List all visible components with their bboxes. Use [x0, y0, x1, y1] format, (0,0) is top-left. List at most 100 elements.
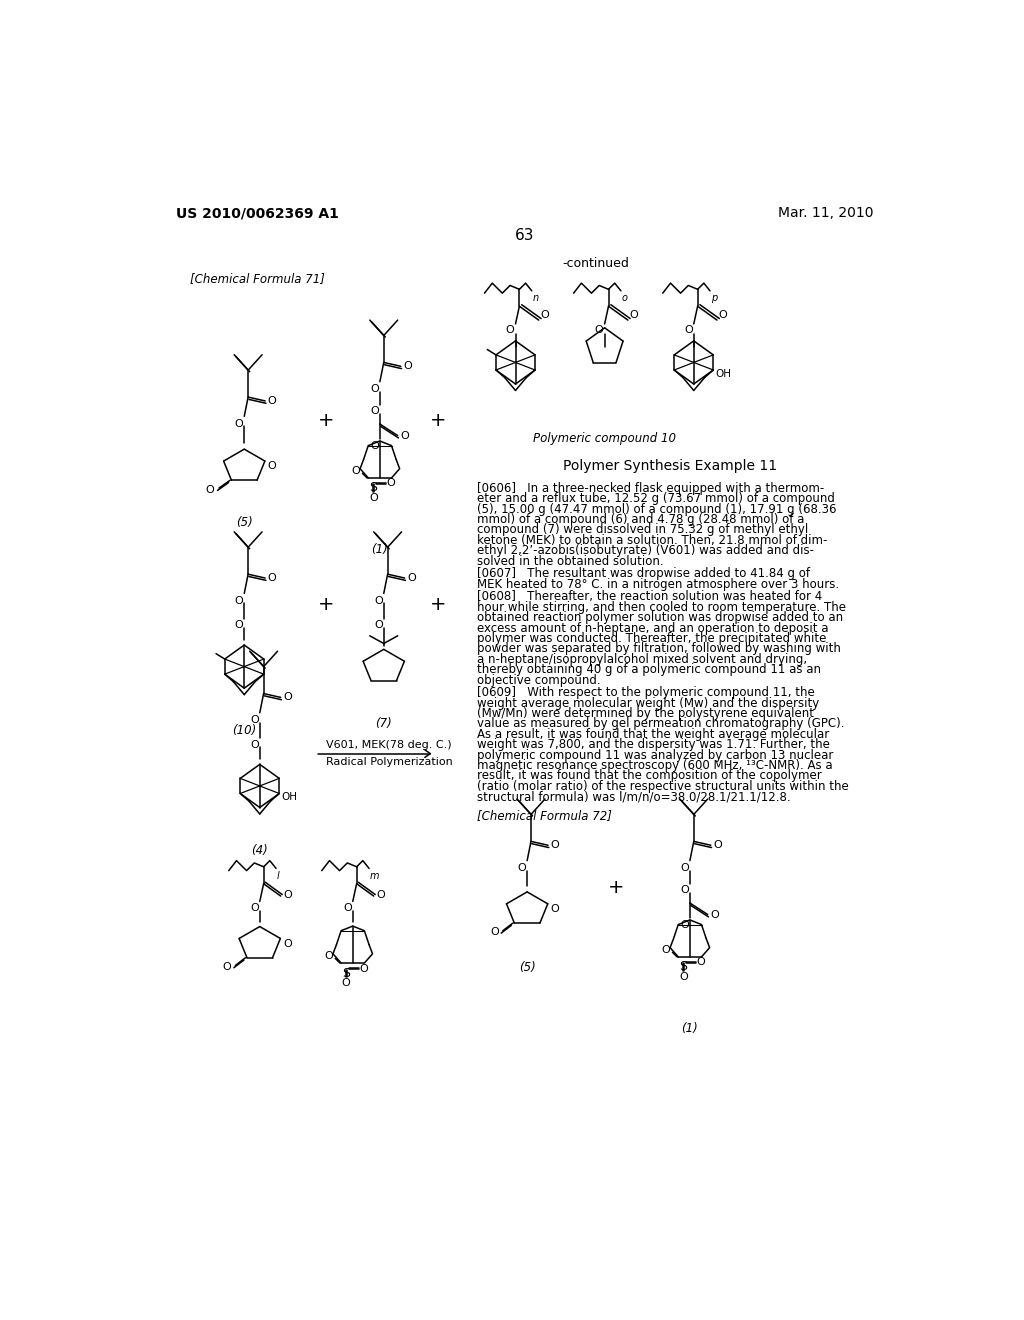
Text: O: O	[377, 890, 385, 899]
Text: ketone (MEK) to obtain a solution. Then, 21.8 mmol of dim-: ketone (MEK) to obtain a solution. Then,…	[477, 533, 827, 546]
Text: result, it was found that the composition of the copolymer: result, it was found that the compositio…	[477, 770, 821, 783]
Text: O: O	[250, 903, 259, 913]
Text: Radical Polymerization: Radical Polymerization	[326, 756, 453, 767]
Text: [0606]   In a three-necked flask equipped with a thermom-: [0606] In a three-necked flask equipped …	[477, 482, 824, 495]
Text: objective compound.: objective compound.	[477, 673, 600, 686]
Text: .: .	[384, 644, 386, 653]
Text: weight average molecular weight (Mw) and the dispersity: weight average molecular weight (Mw) and…	[477, 697, 819, 710]
Text: As a result, it was found that the weight average molecular: As a result, it was found that the weigh…	[477, 727, 829, 741]
Text: V601, MEK(78 deg. C.): V601, MEK(78 deg. C.)	[326, 739, 452, 750]
Text: [0608]   Thereafter, the reaction solution was heated for 4: [0608] Thereafter, the reaction solution…	[477, 590, 822, 603]
Text: S: S	[369, 482, 377, 495]
Text: O: O	[696, 957, 706, 968]
Text: weight was 7,800, and the dispersity was 1.71. Further, the: weight was 7,800, and the dispersity was…	[477, 738, 829, 751]
Text: O: O	[386, 478, 395, 488]
Text: US 2010/0062369 A1: US 2010/0062369 A1	[176, 206, 339, 220]
Text: O: O	[359, 964, 368, 974]
Text: +: +	[608, 878, 625, 898]
Text: O: O	[407, 573, 416, 583]
Text: Polymeric compound 10: Polymeric compound 10	[534, 432, 676, 445]
Text: n: n	[532, 293, 539, 304]
Text: +: +	[430, 411, 446, 430]
Text: O: O	[284, 890, 293, 899]
Text: O: O	[234, 418, 244, 429]
Text: O: O	[713, 841, 722, 850]
Text: (1): (1)	[682, 1022, 698, 1035]
Text: structural formula) was l/m/n/o=38.0/28.1/21.1/12.8.: structural formula) was l/m/n/o=38.0/28.…	[477, 791, 791, 803]
Text: p: p	[711, 293, 717, 304]
Text: O: O	[517, 863, 526, 873]
Text: O: O	[550, 904, 559, 915]
Text: O: O	[374, 595, 383, 606]
Text: powder was separated by filtration, followed by washing with: powder was separated by filtration, foll…	[477, 643, 841, 655]
Text: O: O	[283, 939, 292, 949]
Text: O: O	[234, 595, 244, 606]
Text: O: O	[267, 462, 276, 471]
Text: +: +	[317, 595, 334, 615]
Text: O: O	[370, 407, 379, 416]
Text: o: o	[622, 293, 628, 304]
Text: O: O	[343, 903, 351, 913]
Text: (5): (5)	[519, 961, 536, 974]
Text: O: O	[662, 945, 670, 954]
Text: O: O	[719, 310, 727, 321]
Text: magnetic resonance spectroscopy (600 MHz, ¹³C-NMR). As a: magnetic resonance spectroscopy (600 MHz…	[477, 759, 833, 772]
Text: O: O	[400, 430, 409, 441]
Text: excess amount of n-heptane, and an operation to deposit a: excess amount of n-heptane, and an opera…	[477, 622, 828, 635]
Text: O: O	[710, 909, 719, 920]
Text: thereby obtaining 40 g of a polymeric compound 11 as an: thereby obtaining 40 g of a polymeric co…	[477, 663, 821, 676]
Text: [0607]   The resultant was dropwise added to 41.84 g of: [0607] The resultant was dropwise added …	[477, 568, 810, 581]
Text: [Chemical Formula 72]: [Chemical Formula 72]	[477, 809, 611, 822]
Text: (10): (10)	[232, 725, 256, 738]
Text: hour while stirring, and then cooled to room temperature. The: hour while stirring, and then cooled to …	[477, 601, 846, 614]
Text: compound (7) were dissolved in 75.32 g of methyl ethyl: compound (7) were dissolved in 75.32 g o…	[477, 524, 808, 536]
Text: ethyl 2,2’-azobis(isobutyrate) (V601) was added and dis-: ethyl 2,2’-azobis(isobutyrate) (V601) wa…	[477, 544, 814, 557]
Text: (7): (7)	[376, 717, 392, 730]
Text: O: O	[680, 863, 689, 873]
Text: O: O	[250, 739, 259, 750]
Text: O: O	[223, 962, 231, 972]
Text: O: O	[550, 841, 559, 850]
Text: O: O	[403, 362, 412, 371]
Text: m: m	[370, 871, 379, 880]
Text: O: O	[206, 484, 214, 495]
Text: O: O	[370, 441, 379, 451]
Text: (4): (4)	[251, 843, 268, 857]
Text: [0609]   With respect to the polymeric compound 11, the: [0609] With respect to the polymeric com…	[477, 686, 814, 700]
Text: O: O	[250, 715, 259, 725]
Text: eter and a reflux tube, 12.52 g (73.67 mmol) of a compound: eter and a reflux tube, 12.52 g (73.67 m…	[477, 492, 835, 506]
Text: O: O	[630, 310, 638, 321]
Text: -continued: -continued	[562, 257, 629, 271]
Text: +: +	[430, 595, 446, 615]
Text: mmol) of a compound (6) and 4.78 g (28.48 mmol) of a: mmol) of a compound (6) and 4.78 g (28.4…	[477, 513, 804, 525]
Text: (5), 15.00 g (47.47 mmol) of a compound (1), 17.91 g (68.36: (5), 15.00 g (47.47 mmol) of a compound …	[477, 503, 837, 516]
Text: O: O	[267, 396, 276, 407]
Text: Polymer Synthesis Example 11: Polymer Synthesis Example 11	[563, 459, 777, 473]
Text: (ratio (molar ratio) of the respective structural units within the: (ratio (molar ratio) of the respective s…	[477, 780, 849, 793]
Text: O: O	[370, 384, 379, 393]
Text: obtained reaction polymer solution was dropwise added to an: obtained reaction polymer solution was d…	[477, 611, 843, 624]
Text: polymeric compound 11 was analyzed by carbon 13 nuclear: polymeric compound 11 was analyzed by ca…	[477, 748, 834, 762]
Text: polymer was conducted. Thereafter, the precipitated white: polymer was conducted. Thereafter, the p…	[477, 632, 826, 645]
Text: [Chemical Formula 71]: [Chemical Formula 71]	[190, 272, 325, 285]
Text: +: +	[317, 411, 334, 430]
Text: O: O	[283, 693, 292, 702]
Text: (5): (5)	[236, 516, 253, 529]
Text: (1): (1)	[372, 544, 388, 557]
Text: O: O	[684, 326, 692, 335]
Text: O: O	[541, 310, 549, 321]
Text: O: O	[680, 920, 689, 929]
Text: a n-heptane/isopropylalcohol mixed solvent and drying,: a n-heptane/isopropylalcohol mixed solve…	[477, 653, 807, 665]
Text: O: O	[267, 573, 276, 583]
Text: O: O	[351, 466, 360, 477]
Text: MEK heated to 78° C. in a nitrogen atmosphere over 3 hours.: MEK heated to 78° C. in a nitrogen atmos…	[477, 578, 839, 590]
Text: O: O	[234, 620, 244, 631]
Text: l: l	[276, 871, 280, 880]
Text: OH: OH	[282, 792, 298, 803]
Text: S: S	[679, 961, 687, 973]
Text: S: S	[342, 966, 350, 979]
Text: O: O	[374, 620, 383, 631]
Text: solved in the obtained solution.: solved in the obtained solution.	[477, 554, 664, 568]
Text: O: O	[490, 928, 499, 937]
Text: O: O	[369, 492, 378, 503]
